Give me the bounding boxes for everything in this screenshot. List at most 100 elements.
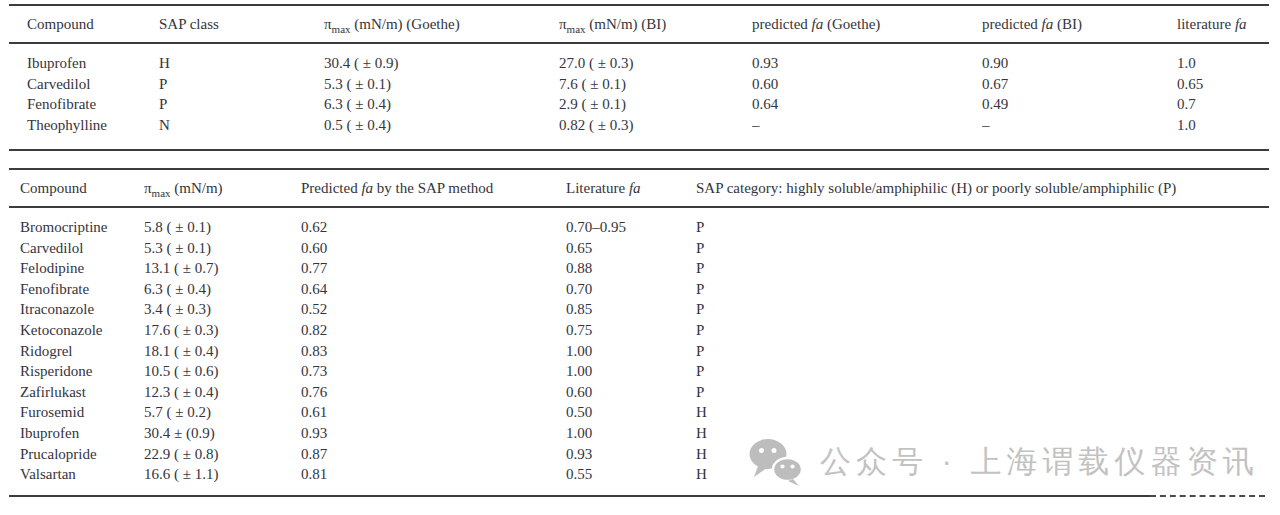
value-cell: 0.88 (566, 258, 696, 279)
value-cell: 1.0 (1177, 115, 1269, 151)
value-cell: 0.5 ( ± 0.4) (324, 115, 559, 151)
value-cell: P (696, 382, 1269, 403)
column-header: πmax (mN/m) (144, 169, 301, 207)
value-cell: 0.85 (566, 299, 696, 320)
table-row: Risperidone10.5 ( ± 0.6)0.731.00P (9, 361, 1269, 382)
value-cell: 1.00 (566, 361, 696, 382)
compound-cell: Zafirlukast (9, 382, 144, 403)
table-row: Carvedilol5.3 ( ± 0.1)0.600.65P (9, 238, 1269, 259)
column-header: SAP class (159, 5, 324, 43)
value-cell: 12.3 ( ± 0.4) (144, 382, 301, 403)
value-cell: 18.1 ( ± 0.4) (144, 341, 301, 362)
value-cell: 0.93 (301, 423, 566, 444)
table-row: Zafirlukast12.3 ( ± 0.4)0.760.60P (9, 382, 1269, 403)
text: by the SAP method (373, 180, 493, 196)
text: predicted (982, 16, 1042, 32)
value-cell: 0.75 (566, 320, 696, 341)
value-cell: P (696, 361, 1269, 382)
value-cell: 0.64 (301, 279, 566, 300)
value-cell: 5.3 ( ± 0.1) (324, 74, 559, 95)
column-header: Predicted fa by the SAP method (301, 169, 566, 207)
column-header: predicted fa (Goethe) (752, 5, 982, 43)
value-cell: 5.3 ( ± 0.1) (144, 238, 301, 259)
value-cell: 0.76 (301, 382, 566, 403)
table-row: TheophyllineN0.5 ( ± 0.4)0.82 ( ± 0.3)––… (9, 115, 1269, 151)
value-cell: 13.1 ( ± 0.7) (144, 258, 301, 279)
wechat-icon (748, 437, 804, 487)
value-cell: 0.81 (301, 464, 566, 496)
value-cell: 0.60 (752, 74, 982, 95)
value-cell: 0.64 (752, 94, 982, 115)
value-cell: – (982, 115, 1177, 151)
table2-header-row: Compound πmax (mN/m)Predicted fa by the S… (9, 169, 1269, 207)
value-cell: 5.7 ( ± 0.2) (144, 402, 301, 423)
table-row: Felodipine13.1 ( ± 0.7)0.770.88P (9, 258, 1269, 279)
value-cell: 0.67 (982, 74, 1177, 95)
text: predicted (752, 16, 812, 32)
value-cell: P (696, 279, 1269, 300)
table-row: Bromocriptine5.8 ( ± 0.1)0.620.70–0.95P (9, 207, 1269, 238)
text: π (559, 16, 567, 32)
table-goethe-vs-bi: CompoundSAP classπmax (mN/m) (Goethe)πma… (9, 4, 1269, 151)
table-row: IbuprofenH30.4 ( ± 0.9)27.0 ( ± 0.3)0.93… (9, 43, 1269, 74)
value-cell: 0.61 (301, 402, 566, 423)
compound-cell: Felodipine (9, 258, 144, 279)
text: (mN/m) (Goethe) (351, 16, 460, 32)
compound-cell: Bromocriptine (9, 207, 144, 238)
value-cell: 30.4 ± (0.9) (144, 423, 301, 444)
compound-cell: Ketoconazole (9, 320, 144, 341)
text: π (144, 180, 152, 196)
value-cell: 0.55 (566, 464, 696, 496)
column-header: Literature fa (566, 169, 696, 207)
text: (BI) (1053, 16, 1082, 32)
value-cell: P (696, 238, 1269, 259)
italic-text: fa (1042, 16, 1054, 32)
italic-text: fa (1235, 16, 1247, 32)
value-cell: 6.3 ( ± 0.4) (144, 279, 301, 300)
compound-cell: Furosemid (9, 402, 144, 423)
text: Compound (20, 180, 87, 196)
text: (Goethe) (823, 16, 880, 32)
column-header: predicted fa (BI) (982, 5, 1177, 43)
compound-cell: Valsartan (9, 464, 144, 496)
value-cell: P (159, 74, 324, 95)
value-cell: 6.3 ( ± 0.4) (324, 94, 559, 115)
compound-cell: Fenofibrate (9, 94, 159, 115)
value-cell: 2.9 ( ± 0.1) (559, 94, 752, 115)
value-cell: 3.4 ( ± 0.3) (144, 299, 301, 320)
value-cell: 0.82 (301, 320, 566, 341)
value-cell: 0.93 (752, 43, 982, 74)
screenshot-page: { "page": { "background": "#ffffff", "te… (0, 0, 1280, 515)
value-cell: 0.60 (301, 238, 566, 259)
subscript-text: max (567, 23, 586, 35)
table-row: CarvedilolP5.3 ( ± 0.1)7.6 ( ± 0.1)0.600… (9, 74, 1269, 95)
text: Compound (27, 16, 94, 32)
text: SAP class (159, 16, 219, 32)
watermark-text: 公众号 · 上海谓载仪器资讯 (820, 441, 1259, 483)
value-cell: 0.77 (301, 258, 566, 279)
text: literature (1177, 16, 1235, 32)
value-cell: 27.0 ( ± 0.3) (559, 43, 752, 74)
table-row: Furosemid5.7 ( ± 0.2)0.610.50H (9, 402, 1269, 423)
value-cell: 5.8 ( ± 0.1) (144, 207, 301, 238)
value-cell: 0.60 (566, 382, 696, 403)
compound-cell: Fenofibrate (9, 279, 144, 300)
value-cell: H (696, 402, 1269, 423)
italic-text: fa (361, 180, 373, 196)
value-cell: 0.83 (301, 341, 566, 362)
text: Literature (566, 180, 629, 196)
subscript-text: max (152, 187, 171, 199)
value-cell: 0.87 (301, 444, 566, 465)
text: Predicted (301, 180, 361, 196)
text: π (324, 16, 332, 32)
table-row: Fenofibrate6.3 ( ± 0.4)0.640.70P (9, 279, 1269, 300)
value-cell: 1.00 (566, 423, 696, 444)
text: SAP category: highly soluble/amphiphilic… (696, 180, 1176, 196)
value-cell: H (159, 43, 324, 74)
watermark: 公众号 · 上海谓载仪器资讯 (748, 434, 1259, 490)
column-header: πmax (mN/m) (Goethe) (324, 5, 559, 43)
compound-cell: Prucalopride (9, 444, 144, 465)
dashed-line (1150, 495, 1265, 497)
value-cell: 1.00 (566, 341, 696, 362)
bottom-rule-dashed-end (1150, 493, 1269, 499)
